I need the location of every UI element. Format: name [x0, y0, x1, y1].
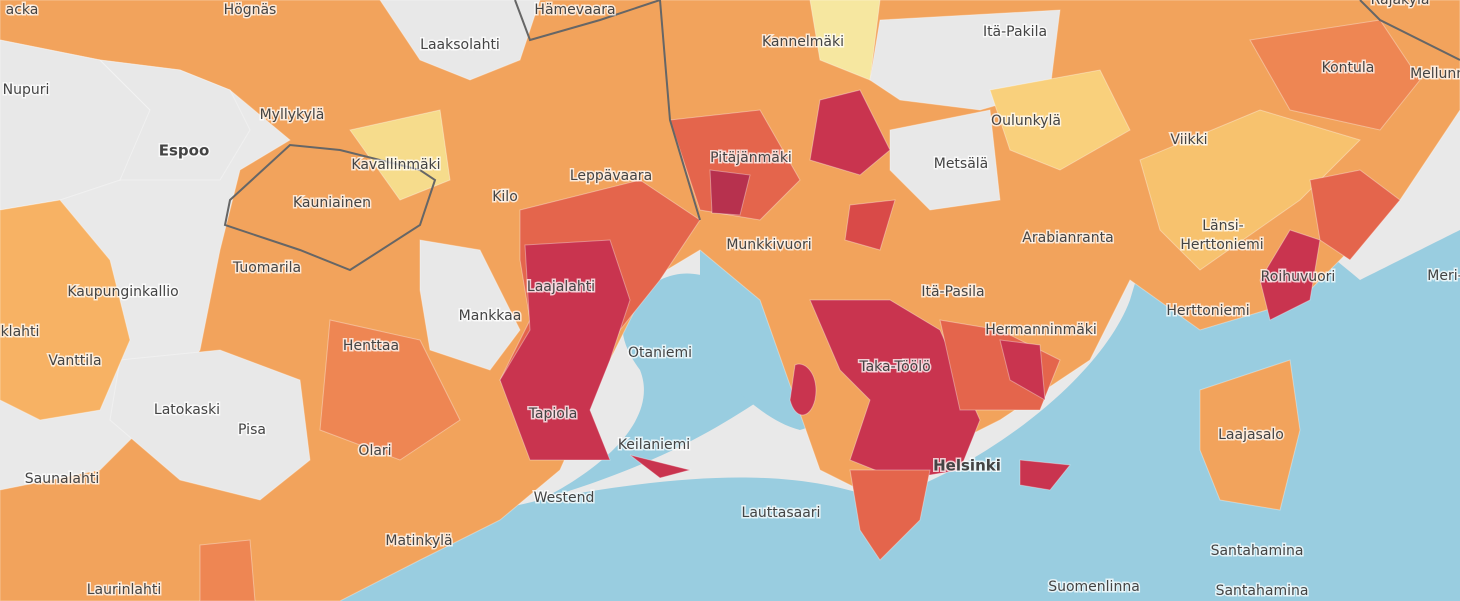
place-label: Hermanninmäki	[985, 322, 1097, 338]
place-label: Laajasalo	[1218, 427, 1284, 443]
place-label: Tuomarila	[232, 260, 301, 276]
place-label: Laaksolahti	[420, 37, 500, 53]
place-label: Kauniainen	[293, 195, 371, 211]
place-label: Arabianranta	[1022, 230, 1113, 246]
place-label: Nupuri	[3, 82, 50, 98]
place-label: Mellunm	[1410, 66, 1460, 82]
place-label: Munkkivuori	[726, 237, 811, 253]
place-label: Itä-Pakila	[983, 24, 1047, 40]
place-label: Högnäs	[224, 2, 277, 18]
place-label: Santahamina	[1211, 543, 1304, 559]
place-label: Tapiola	[528, 406, 578, 422]
place-label: Saunalahti	[25, 471, 100, 487]
place-label: Metsälä	[934, 156, 989, 172]
place-label: Suomenlinna	[1048, 579, 1140, 595]
place-label: Kontula	[1322, 60, 1375, 76]
place-label: Herttoniemi	[1180, 237, 1263, 253]
place-label: Kavallinmäki	[351, 157, 440, 173]
place-label: Taka-Töölö	[858, 359, 930, 375]
place-label: Laurinlahti	[87, 582, 162, 598]
place-label: Itä-Pasila	[921, 284, 984, 300]
place-label: Hämevaara	[534, 2, 615, 18]
place-label: Leppävaara	[570, 168, 652, 184]
place-label: Kilo	[492, 189, 518, 205]
place-label: Vanttila	[48, 353, 101, 369]
place-label: Keilaniemi	[618, 437, 690, 453]
place-label: Matinkylä	[385, 533, 452, 549]
place-label: acka	[6, 2, 39, 18]
place-label: Meri-	[1427, 268, 1460, 284]
place-label: Otaniemi	[628, 345, 692, 361]
place-label: Santahamina	[1216, 583, 1309, 599]
place-label: Pisa	[238, 422, 266, 438]
place-label: Westend	[534, 490, 595, 506]
place-label: Kannelmäki	[762, 34, 844, 50]
place-label: Länsi-	[1202, 218, 1244, 234]
place-label: Herttoniemi	[1166, 303, 1249, 319]
place-label: klahti	[1, 324, 40, 340]
place-label: Oulunkylä	[991, 113, 1061, 129]
place-label: Myllykylä	[260, 107, 325, 123]
place-label: Laajalahti	[527, 279, 595, 295]
place-label: Rajakylä	[1371, 0, 1430, 8]
place-label: Kaupunginkallio	[67, 284, 178, 300]
city-label: Helsinki	[933, 457, 1001, 475]
place-label: Olari	[358, 443, 391, 459]
place-label: Viikki	[1170, 132, 1207, 148]
place-label: Roihuvuori	[1261, 269, 1336, 285]
city-label: Espoo	[159, 142, 210, 160]
border-lines	[223, 0, 1460, 272]
place-label: Lauttasaari	[742, 505, 821, 521]
place-label: Henttaa	[343, 338, 399, 354]
place-label: Mankkaa	[459, 308, 522, 324]
place-label: Latokaski	[154, 402, 220, 418]
place-label: Pitäjänmäki	[710, 150, 792, 166]
